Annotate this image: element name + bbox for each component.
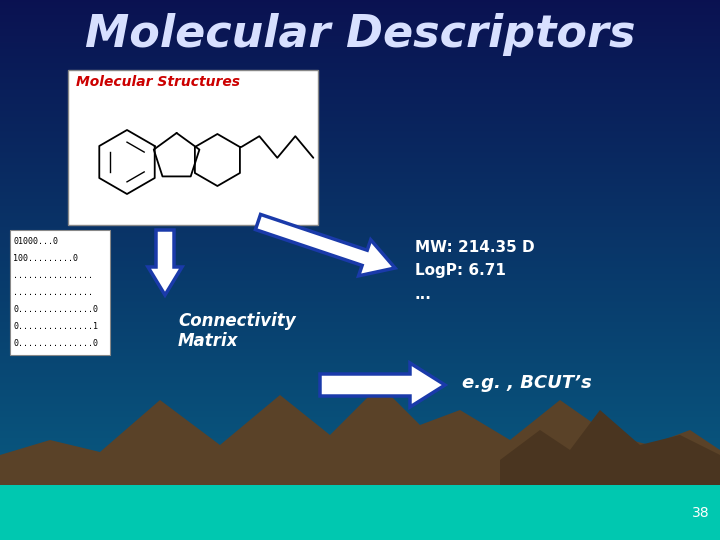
Polygon shape (256, 214, 395, 276)
Text: Molecular Structures: Molecular Structures (76, 75, 240, 89)
Text: Matrix: Matrix (178, 332, 238, 350)
Text: 01000...0: 01000...0 (13, 237, 58, 246)
Text: 0...............1: 0...............1 (13, 322, 98, 331)
Text: 0...............0: 0...............0 (13, 305, 98, 314)
Text: ................: ................ (13, 271, 93, 280)
Text: 0...............0: 0...............0 (13, 339, 98, 348)
Text: 100.........0: 100.........0 (13, 254, 78, 263)
Bar (0, 485, 720, 540)
Text: Molecular Descriptors: Molecular Descriptors (85, 14, 635, 57)
Bar (68, 70, 318, 225)
Polygon shape (0, 385, 720, 540)
Text: e.g. , BCUT’s: e.g. , BCUT’s (462, 374, 592, 392)
Text: ................: ................ (13, 288, 93, 297)
Text: 38: 38 (693, 506, 710, 520)
Text: MW: 214.35 D
LogP: 6.71
...: MW: 214.35 D LogP: 6.71 ... (415, 240, 535, 302)
Polygon shape (148, 230, 182, 295)
Text: Connectivity: Connectivity (178, 312, 296, 330)
Polygon shape (500, 410, 720, 540)
Bar (10, 230, 110, 355)
Polygon shape (320, 363, 445, 407)
